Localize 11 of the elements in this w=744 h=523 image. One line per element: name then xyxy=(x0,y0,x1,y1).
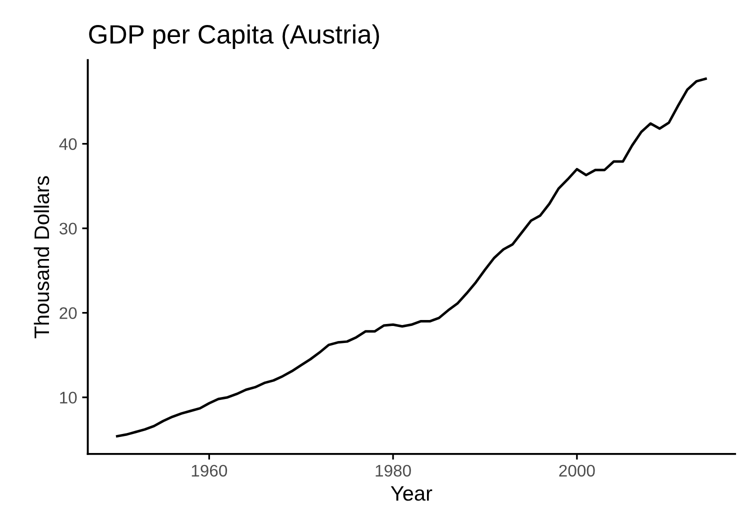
line-series xyxy=(116,77,707,438)
y-tick-label: 40 xyxy=(59,138,77,150)
x-axis-title: Year xyxy=(390,486,432,501)
chart-title: GDP per Capita (Austria) xyxy=(89,24,379,49)
y-axis-title: Thousand Dollars xyxy=(34,176,50,338)
y-tick-label: 20 xyxy=(60,307,77,320)
y-tick-label: 30 xyxy=(59,222,77,235)
x-tick-label: 1960 xyxy=(192,464,228,477)
x-tick-label: 2000 xyxy=(559,464,595,477)
x-tick-label: 1980 xyxy=(376,464,411,477)
y-tick-label: 10 xyxy=(60,392,77,404)
